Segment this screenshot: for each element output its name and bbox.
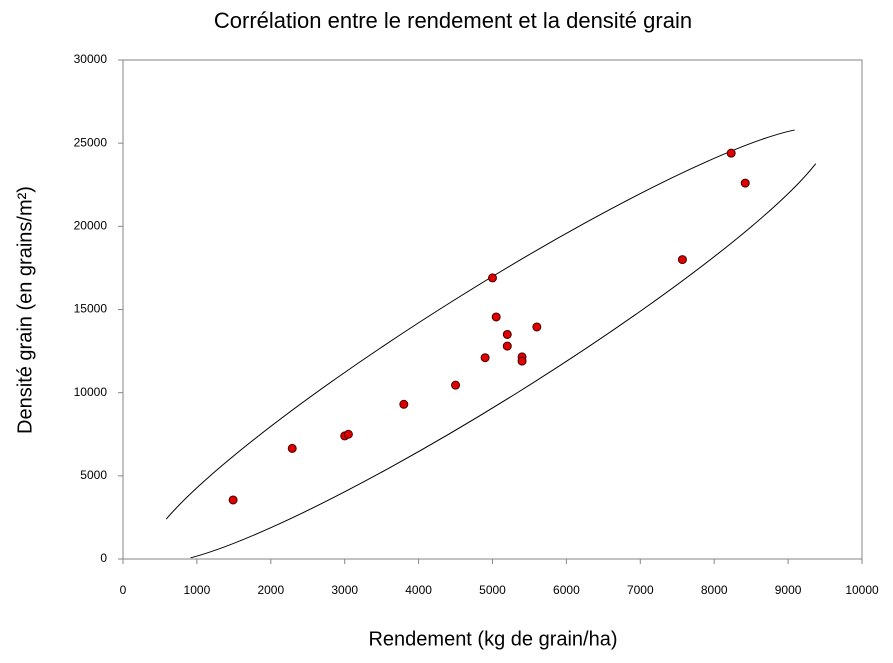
y-tick-label: 25000 <box>74 135 108 149</box>
point <box>532 322 542 332</box>
point <box>287 443 297 453</box>
y-axis-label: Densité grain (en grains/m²) <box>14 186 36 434</box>
point <box>451 380 461 390</box>
plot-frame <box>122 59 863 560</box>
y-tick-label: 0 <box>100 551 107 565</box>
point <box>517 356 527 366</box>
x-tick-label: 4000 <box>405 583 432 597</box>
point <box>502 329 512 339</box>
y-tick-label: 20000 <box>74 219 108 233</box>
x-axis-label: Rendement (kg de grain/ha) <box>368 628 617 650</box>
x-tick-label: 7000 <box>627 583 654 597</box>
point <box>480 353 490 363</box>
x-tick-label: 1000 <box>184 583 211 597</box>
point <box>488 273 497 283</box>
x-tick-label: 6000 <box>553 583 580 597</box>
x-tick-label: 5000 <box>479 583 506 597</box>
x-tick-label: 9000 <box>775 583 802 597</box>
x-tick-label: 2000 <box>257 583 284 597</box>
chart-title: Corrélation entre le rendement et la den… <box>214 8 692 33</box>
x-tick-label: 3000 <box>331 583 358 597</box>
x-tick-label: 8000 <box>701 583 728 597</box>
point <box>228 495 238 505</box>
y-tick-label: 30000 <box>74 52 108 66</box>
y-tick-label: 5000 <box>80 468 107 482</box>
point <box>502 341 512 351</box>
point <box>726 148 736 158</box>
point <box>491 312 501 322</box>
x-tick-label: 0 <box>120 583 127 597</box>
point <box>343 429 353 439</box>
y-tick-label: 15000 <box>74 302 108 316</box>
point <box>740 178 750 188</box>
point <box>399 399 409 409</box>
point <box>677 255 687 265</box>
y-tick-label: 10000 <box>74 385 108 399</box>
ellipse <box>146 127 830 563</box>
x-tick-label: 10000 <box>845 583 879 597</box>
